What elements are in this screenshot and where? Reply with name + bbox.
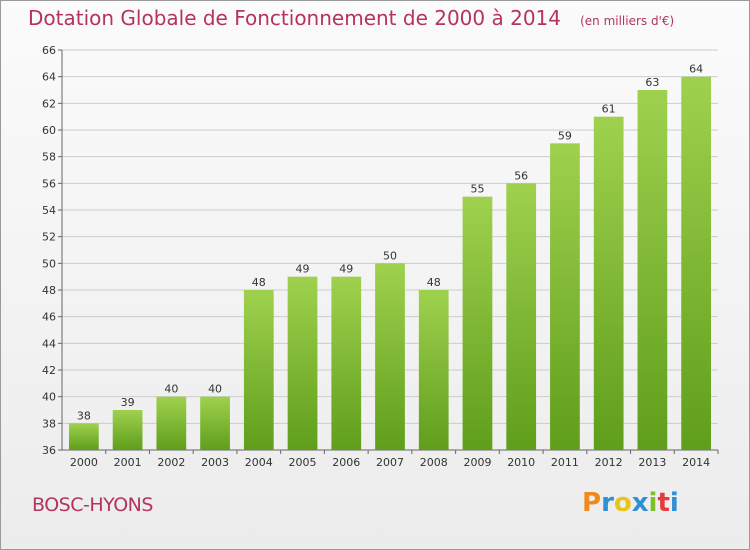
bar-layer bbox=[68, 76, 712, 451]
bar-2010 bbox=[506, 183, 537, 451]
y-tick-label: 48 bbox=[42, 284, 56, 297]
y-tick-label: 36 bbox=[42, 444, 56, 457]
data-label-2007: 50 bbox=[383, 249, 397, 262]
brand-letter: t bbox=[657, 488, 670, 518]
x-tick-label-2002: 2002 bbox=[157, 456, 185, 469]
y-tick-label: 40 bbox=[42, 391, 56, 404]
x-tick-label-2001: 2001 bbox=[114, 456, 142, 469]
bar-2011 bbox=[550, 143, 580, 451]
label-layer: 38 39 40 40 48 49 49 50 48 55 56 59 61 63 64 bbox=[77, 63, 703, 423]
brand-logo: Proxiti bbox=[582, 488, 679, 518]
data-label-2005: 49 bbox=[296, 263, 310, 276]
bar-2013 bbox=[637, 90, 668, 450]
brand-letter: P bbox=[582, 488, 602, 518]
x-tick-label-2012: 2012 bbox=[595, 456, 623, 469]
x-tick-label-2010: 2010 bbox=[507, 456, 535, 469]
y-tick-label: 38 bbox=[42, 417, 56, 430]
y-tick-label: 50 bbox=[42, 257, 56, 270]
data-label-2003: 40 bbox=[208, 383, 222, 396]
y-tick-label: 64 bbox=[42, 71, 56, 84]
bar-2001 bbox=[112, 410, 143, 450]
data-label-2011: 59 bbox=[558, 129, 572, 142]
bar-2014 bbox=[681, 76, 712, 451]
y-tick-label: 46 bbox=[42, 311, 56, 324]
commune-name: BOSC-HYONS bbox=[32, 494, 153, 516]
y-tick-label: 66 bbox=[42, 44, 56, 57]
data-label-2014: 64 bbox=[689, 63, 703, 76]
title-row: Dotation Globale de Fonctionnement de 20… bbox=[28, 6, 674, 30]
y-tick-label: 56 bbox=[42, 177, 56, 190]
chart-subtitle: (en milliers d'€) bbox=[580, 14, 675, 28]
brand-letter: i bbox=[669, 488, 679, 518]
x-tick-label-2005: 2005 bbox=[289, 456, 317, 469]
x-tick-label-2007: 2007 bbox=[376, 456, 404, 469]
chart-title: Dotation Globale de Fonctionnement de 20… bbox=[28, 6, 561, 30]
data-label-2001: 39 bbox=[121, 396, 135, 409]
y-tick-label: 62 bbox=[42, 97, 56, 110]
x-tick-label-2009: 2009 bbox=[463, 456, 491, 469]
bar-2000 bbox=[68, 423, 99, 450]
x-tick-label-2013: 2013 bbox=[638, 456, 666, 469]
x-tick-label-2008: 2008 bbox=[420, 456, 448, 469]
x-tick-label-2014: 2014 bbox=[682, 456, 710, 469]
x-tick-label-2011: 2011 bbox=[551, 456, 579, 469]
bar-2003 bbox=[200, 396, 230, 450]
y-tick-label: 60 bbox=[42, 124, 56, 137]
data-label-2008: 48 bbox=[427, 276, 441, 289]
bar-2004 bbox=[243, 290, 274, 450]
bar-2012 bbox=[593, 116, 624, 451]
data-label-2004: 48 bbox=[252, 276, 266, 289]
bar-2008 bbox=[418, 290, 449, 450]
data-label-2000: 38 bbox=[77, 409, 91, 422]
brand-letter: o bbox=[613, 488, 632, 518]
y-tick-label: 44 bbox=[42, 337, 56, 350]
y-tick-label: 42 bbox=[42, 364, 56, 377]
x-tick-label-2004: 2004 bbox=[245, 456, 273, 469]
y-tick-label: 52 bbox=[42, 231, 56, 244]
bar-2005 bbox=[287, 276, 318, 450]
axis-layer: 36 38 40 42 44 46 48 50 52 54 56 58 60 62 64 66 2000 2001… bbox=[42, 44, 719, 469]
bar-2002 bbox=[156, 396, 187, 450]
x-tick-label-2000: 2000 bbox=[70, 456, 98, 469]
data-label-2009: 55 bbox=[470, 183, 484, 196]
data-label-2002: 40 bbox=[164, 383, 178, 396]
data-label-2010: 56 bbox=[514, 169, 528, 182]
data-label-2012: 61 bbox=[602, 103, 616, 116]
bar-2006 bbox=[331, 276, 362, 450]
bar-2007 bbox=[375, 263, 405, 450]
y-tick-label: 54 bbox=[42, 204, 56, 217]
brand-letter: x bbox=[631, 488, 649, 518]
x-tick-label-2006: 2006 bbox=[332, 456, 360, 469]
brand-letter: r bbox=[601, 488, 614, 518]
x-tick-label-2003: 2003 bbox=[201, 456, 229, 469]
data-label-2013: 63 bbox=[645, 76, 659, 89]
data-label-2006: 49 bbox=[339, 263, 353, 276]
brand-letter: i bbox=[648, 488, 658, 518]
y-tick-label: 58 bbox=[42, 151, 56, 164]
bar-2009 bbox=[462, 196, 493, 450]
